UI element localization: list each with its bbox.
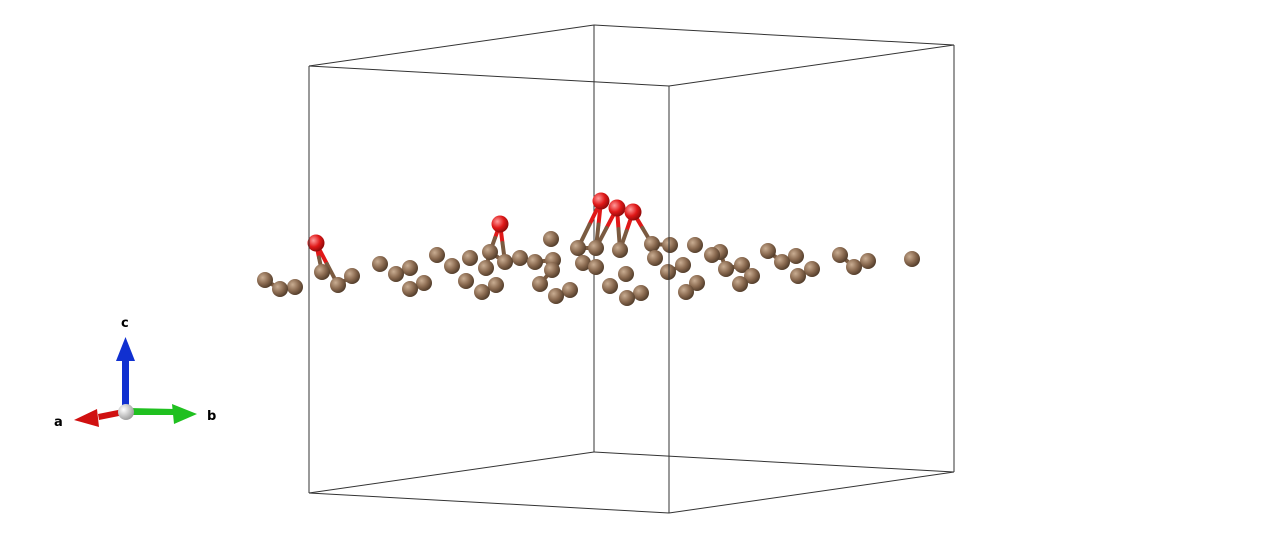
carbon-atom	[482, 244, 498, 260]
carbon-atom	[846, 259, 862, 275]
cell-edge	[593, 24, 955, 46]
carbon-atom	[644, 236, 660, 252]
b-axis-arrow	[128, 404, 197, 424]
carbon-atom	[562, 282, 578, 298]
carbon-atom	[402, 260, 418, 276]
cell-edge	[593, 451, 955, 473]
carbon-atom	[444, 258, 460, 274]
oxygen-atom	[307, 234, 325, 252]
carbon-atom	[647, 250, 663, 266]
carbon-atom	[416, 275, 432, 291]
cell-edge	[308, 65, 670, 87]
b-axis-label: b	[207, 409, 216, 424]
cell-edge	[668, 471, 955, 514]
cell-edge	[668, 44, 955, 87]
atoms	[257, 192, 920, 306]
carbon-atom	[272, 281, 288, 297]
carbon-atom	[689, 275, 705, 291]
oxygen-atom	[608, 199, 626, 217]
carbon-atom	[588, 240, 604, 256]
carbon-atom	[532, 276, 548, 292]
carbon-atom	[570, 240, 586, 256]
carbon-atom	[458, 273, 474, 289]
c-axis-label: c	[121, 316, 129, 331]
carbon-atom	[704, 247, 720, 263]
carbon-atom	[618, 266, 634, 282]
carbon-atom	[602, 278, 618, 294]
carbon-atom	[330, 277, 346, 293]
carbon-atom	[804, 261, 820, 277]
carbon-atom	[662, 237, 678, 253]
carbon-atom	[678, 284, 694, 300]
unit-cell-back-edges	[308, 24, 955, 494]
carbon-atom	[527, 254, 543, 270]
carbon-atom	[734, 257, 750, 273]
carbon-atom	[372, 256, 388, 272]
carbon-atom	[790, 268, 806, 284]
carbon-atom	[904, 251, 920, 267]
carbon-atom	[488, 277, 504, 293]
carbon-atom	[402, 281, 418, 297]
carbon-atom	[619, 290, 635, 306]
oxygen-atom	[624, 203, 642, 221]
carbon-atom	[388, 266, 404, 282]
carbon-atom	[860, 253, 876, 269]
carbon-atom	[675, 257, 691, 273]
carbon-atom	[612, 242, 628, 258]
carbon-atom	[544, 262, 560, 278]
carbon-atom	[660, 264, 676, 280]
carbon-atom	[788, 248, 804, 264]
oxygen-atom	[491, 215, 509, 233]
cell-edge	[308, 24, 595, 67]
carbon-atom	[344, 268, 360, 284]
axis-indicator: c b a	[54, 316, 216, 430]
carbon-atom	[760, 243, 776, 259]
carbon-atom	[732, 276, 748, 292]
c-axis-arrow	[116, 337, 135, 410]
carbon-atom	[543, 231, 559, 247]
carbon-atom	[497, 254, 513, 270]
cell-edge	[308, 451, 595, 494]
origin-sphere	[118, 404, 134, 420]
carbon-atom	[718, 261, 734, 277]
carbon-atom	[832, 247, 848, 263]
carbon-atom	[257, 272, 273, 288]
carbon-atom	[287, 279, 303, 295]
cell-edge	[308, 492, 670, 514]
carbon-atom	[462, 250, 478, 266]
carbon-atom	[548, 288, 564, 304]
carbon-atom	[744, 268, 760, 284]
carbon-atom	[512, 250, 528, 266]
carbon-atom	[575, 255, 591, 271]
carbon-atom	[588, 259, 604, 275]
carbon-atom	[687, 237, 703, 253]
carbon-atom	[774, 254, 790, 270]
carbon-atom	[314, 264, 330, 280]
oxygen-atom	[592, 192, 610, 210]
a-axis-arrow	[74, 409, 124, 427]
carbon-atom	[429, 247, 445, 263]
carbon-atom	[633, 285, 649, 301]
carbon-atom	[474, 284, 490, 300]
carbon-atom	[478, 260, 494, 276]
unit-cell-front-edges	[308, 44, 955, 514]
a-axis-label: a	[54, 415, 63, 430]
